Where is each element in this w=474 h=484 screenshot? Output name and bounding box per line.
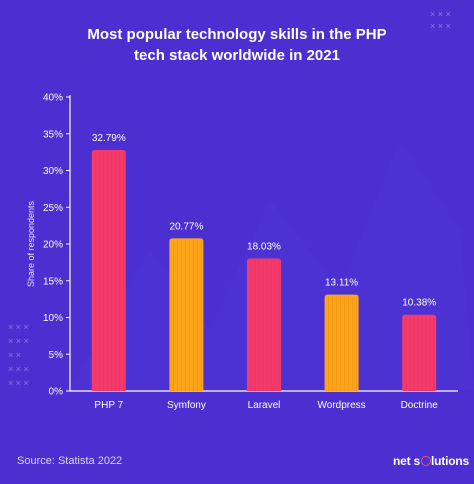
y-axis-label: Share of respondents [26, 200, 36, 287]
y-tick-label: 20% [43, 240, 63, 251]
x-tick-label: Doctrine [401, 400, 439, 411]
bar [91, 149, 126, 391]
y-tick-label: 0% [49, 387, 64, 398]
chart-title-line-1: Most popular technology skills in the PH… [87, 26, 387, 43]
brand-text-start: net s [393, 454, 421, 468]
x-tick-label: Laravel [248, 400, 281, 411]
data-label: 20.77% [169, 221, 203, 232]
y-tick-label: 10% [43, 313, 63, 324]
brand-o-icon [420, 456, 431, 466]
y-tick-label: 15% [43, 276, 63, 287]
cross-pattern-icon: × × × × × × × × × × × × × × [8, 322, 29, 388]
y-tick-label: 40% [43, 93, 63, 104]
data-label: 10.38% [402, 298, 436, 309]
chart-title-line-2: tech stack worldwide in 2021 [134, 47, 340, 64]
bar [169, 238, 204, 391]
data-label: 32.79% [92, 133, 126, 144]
data-label: 18.03% [247, 241, 281, 252]
x-tick-label: Symfony [167, 400, 206, 411]
brand-text-end: lutions [431, 454, 469, 468]
chart-title: Most popular technology skills in the PH… [0, 24, 474, 66]
bar [324, 294, 359, 391]
x-tick-label: PHP 7 [94, 400, 123, 411]
y-tick-label: 25% [43, 203, 63, 214]
bar [247, 258, 281, 391]
cross-pattern-icon: × × × × × × [430, 9, 451, 31]
source-note: Source: Statista 2022 [17, 455, 123, 467]
y-tick-label: 5% [49, 350, 64, 361]
x-tick-label: Wordpress [318, 400, 366, 411]
y-tick-label: 30% [43, 166, 63, 177]
brand-logo: net s lutions [393, 454, 469, 468]
y-tick-label: 35% [43, 129, 63, 140]
data-label: 13.11% [325, 278, 358, 289]
bar [402, 314, 437, 391]
